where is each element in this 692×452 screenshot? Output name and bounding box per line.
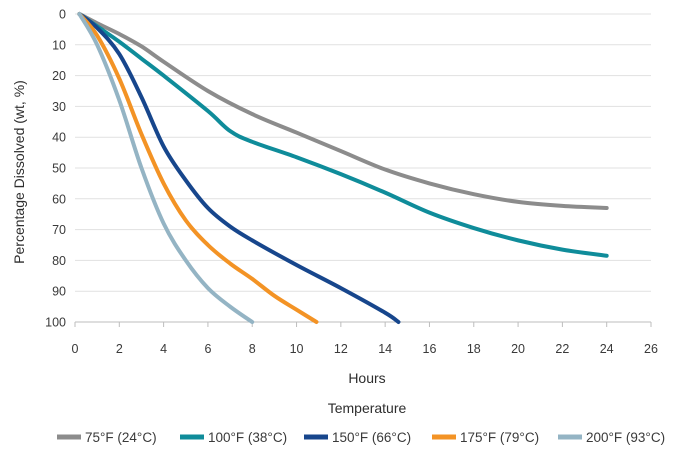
x-tick-label: 26 bbox=[644, 342, 658, 356]
series-line-3 bbox=[77, 12, 401, 324]
y-axis-ticks: 0 10 20 30 40 50 60 70 80 90 100 bbox=[45, 8, 66, 330]
y-tick-label: 0 bbox=[59, 8, 66, 22]
x-tick-label: 12 bbox=[334, 342, 348, 356]
y-tick-label: 30 bbox=[52, 100, 66, 114]
x-tick-label: 6 bbox=[204, 342, 211, 356]
y-tick-label: 100 bbox=[45, 316, 66, 330]
legend-label-2: 100°F (38°C) bbox=[208, 430, 287, 445]
legend-label-3: 150°F (66°C) bbox=[332, 430, 411, 445]
x-tick-label: 22 bbox=[555, 342, 569, 356]
x-tick-label: 4 bbox=[160, 342, 167, 356]
y-tick-label: 50 bbox=[52, 162, 66, 176]
x-tick-label: 8 bbox=[249, 342, 256, 356]
x-tick-label: 10 bbox=[290, 342, 304, 356]
legend-label-4: 175°F (79°C) bbox=[460, 430, 539, 445]
x-axis-title: Hours bbox=[348, 370, 385, 386]
series-line-1 bbox=[77, 12, 609, 211]
y-tick-label: 20 bbox=[52, 69, 66, 83]
y-axis-title: Percentage Dissolved (wt, %) bbox=[11, 80, 27, 264]
legend: 75°F (24°C) 100°F (38°C) 150°F (66°C) 175°F… bbox=[57, 430, 665, 445]
y-tick-label: 70 bbox=[52, 223, 66, 237]
x-tick-label: 24 bbox=[600, 342, 614, 356]
series-lines bbox=[77, 12, 609, 324]
series-line-2 bbox=[77, 12, 609, 258]
y-tick-label: 90 bbox=[52, 285, 66, 299]
series-line-4 bbox=[77, 12, 319, 324]
x-tick-label: 0 bbox=[72, 342, 79, 356]
y-tick-label: 40 bbox=[52, 131, 66, 145]
x-tick-label: 20 bbox=[511, 342, 525, 356]
series-line-5 bbox=[77, 12, 255, 324]
legend-label-1: 75°F (24°C) bbox=[85, 430, 157, 445]
x-tick-label: 18 bbox=[467, 342, 481, 356]
legend-label-5: 200°F (93°C) bbox=[586, 430, 665, 445]
x-tick-label: 2 bbox=[116, 342, 123, 356]
y-tick-label: 80 bbox=[52, 254, 66, 268]
y-tick-label: 10 bbox=[52, 38, 66, 52]
x-axis-ticks: 0 2 4 6 8 10 12 14 16 18 20 22 24 26 bbox=[72, 322, 658, 356]
x-tick-label: 14 bbox=[378, 342, 392, 356]
legend-title: Temperature bbox=[328, 400, 407, 416]
x-tick-label: 16 bbox=[423, 342, 437, 356]
y-tick-label: 60 bbox=[52, 192, 66, 206]
